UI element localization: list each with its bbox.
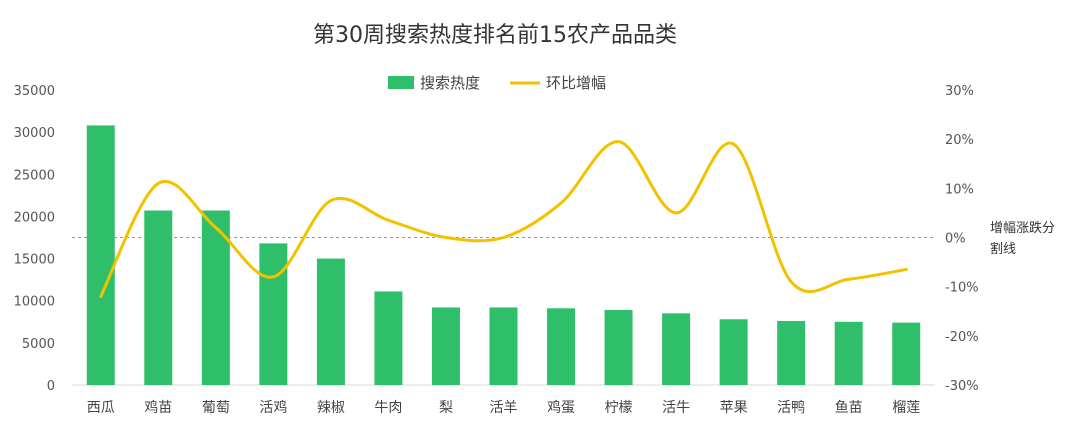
y-left-tick-label: 35000	[14, 84, 55, 99]
growth-point	[271, 275, 275, 279]
reference-line-label-part1: 增幅涨跌分	[990, 220, 1055, 236]
y-right-tick-label: -10%	[945, 281, 979, 296]
legend-label-line: 环比增幅	[546, 74, 606, 92]
growth-point	[789, 280, 793, 284]
x-tick-label: 西瓜	[87, 400, 115, 416]
x-tick-label: 鸡苗	[144, 399, 172, 416]
x-tick-label: 榴莲	[892, 400, 920, 416]
bar	[489, 307, 518, 385]
x-tick-label: 苹果	[720, 400, 748, 416]
bar	[547, 308, 576, 385]
growth-line	[99, 140, 908, 298]
bar	[431, 307, 460, 385]
bar	[86, 125, 115, 386]
bar	[374, 291, 403, 385]
growth-point	[386, 218, 390, 222]
y-left-tick-label: 10000	[14, 295, 55, 310]
growth-point	[99, 295, 103, 298]
growth-point	[847, 277, 851, 281]
y-left-tick-label: 30000	[14, 126, 55, 141]
bar	[892, 322, 921, 385]
growth-point	[617, 140, 621, 144]
y-right-tick-label: 30%	[945, 84, 974, 99]
bar	[144, 210, 173, 385]
bar	[834, 321, 863, 385]
x-tick-label: 葡萄	[202, 400, 230, 416]
growth-point	[674, 211, 678, 215]
x-tick-label: 柠檬	[605, 400, 633, 416]
legend-label-bar: 搜索热度	[420, 74, 480, 92]
x-tick-label: 活羊	[490, 400, 518, 416]
reference-line-label-part2: 割线	[990, 241, 1016, 257]
growth-point	[559, 201, 563, 205]
bar	[719, 319, 748, 385]
y-right-tick-label: 20%	[945, 133, 974, 148]
y-left-tick-label: 20000	[14, 210, 55, 225]
growth-point	[156, 181, 160, 185]
bar	[316, 258, 345, 385]
bar	[604, 309, 633, 385]
y-left-tick-label: 25000	[14, 168, 55, 183]
y-right-tick-label: 0%	[945, 232, 966, 247]
y-right-tick-label: -20%	[945, 330, 979, 345]
legend: 搜索热度 环比增幅	[388, 74, 606, 92]
y-right-tick-label: -30%	[945, 379, 979, 394]
bar	[777, 320, 806, 385]
x-tick-label: 活牛	[662, 400, 690, 416]
x-tick-label: 鱼苗	[835, 399, 863, 416]
y-left-tick-label: 15000	[14, 253, 55, 268]
chart-title: 第30周搜索热度排名前15农产品品类	[313, 23, 677, 48]
plot-area: 0 5000 10000 15000 20000 25000 30000 35000 -30% -…	[14, 84, 1055, 416]
growth-point	[444, 236, 448, 239]
legend-swatch-bar	[388, 76, 414, 89]
growth-point	[732, 142, 736, 146]
growth-point	[329, 199, 333, 203]
bar	[201, 210, 230, 385]
x-tick-label: 鸡蛋	[547, 399, 575, 416]
y-right-tick-label: 10%	[945, 182, 974, 197]
x-tick-label: 活鸭	[777, 400, 805, 416]
growth-point	[214, 226, 218, 230]
x-tick-label: 辣椒	[317, 400, 345, 416]
bar	[259, 243, 288, 385]
y-left-tick-label: 5000	[22, 337, 55, 352]
x-tick-label: 梨	[439, 400, 453, 416]
x-tick-label: 活鸡	[259, 399, 287, 416]
growth-point	[904, 267, 908, 271]
bar	[662, 313, 691, 385]
growth-point	[502, 236, 505, 239]
x-tick-label: 牛肉	[374, 400, 402, 416]
y-left-tick-label: 0	[47, 379, 55, 394]
